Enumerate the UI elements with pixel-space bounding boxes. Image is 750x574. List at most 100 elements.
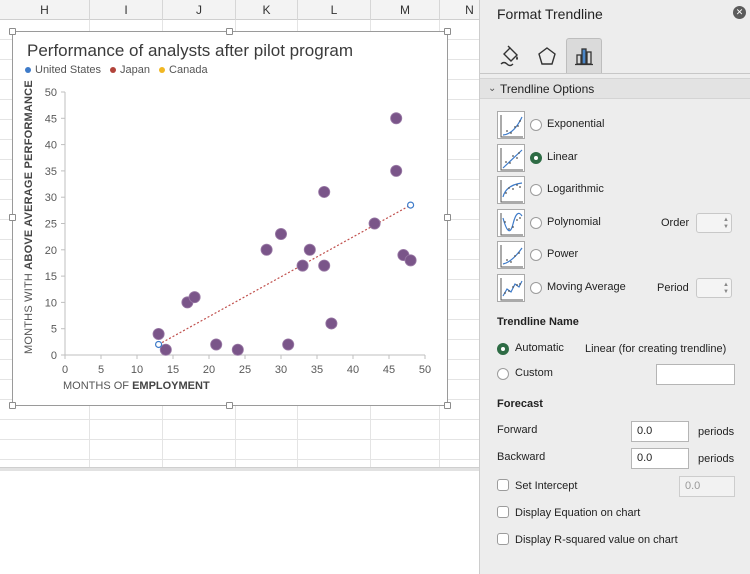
chart-title[interactable]: Performance of analysts after pilot prog… <box>27 41 353 60</box>
data-point <box>260 243 273 256</box>
pane-title: Format Trendline <box>497 6 603 22</box>
radio-moving-average[interactable] <box>530 282 542 294</box>
data-point <box>274 228 287 241</box>
data-point <box>404 254 417 267</box>
legend-marker <box>110 67 117 73</box>
automatic-label[interactable]: Automatic <box>515 342 564 354</box>
y-tick-label: 5 <box>51 324 57 336</box>
display-equation-checkbox[interactable] <box>497 506 509 518</box>
custom-name-input[interactable] <box>656 364 735 385</box>
chart-resize-handle[interactable] <box>9 28 16 35</box>
data-point <box>210 338 223 351</box>
y-axis-title[interactable]: MONTHS WITH ABOVE AVERAGE PERFORMANCE <box>23 80 35 354</box>
option-linear[interactable]: Linear <box>497 144 747 172</box>
stepper-up-icon: ▲ <box>723 217 729 223</box>
y-axis-title-bold: ABOVE AVERAGE PERFORMANCE <box>23 80 35 270</box>
set-intercept-label[interactable]: Set Intercept <box>515 480 578 492</box>
data-point <box>390 164 403 177</box>
chart-resize-handle[interactable] <box>9 402 16 409</box>
spreadsheet-area: H I J K L M N 0 5 10 15 20 25 30 35 40 45 50 0 5 10 15… <box>0 0 479 471</box>
data-point <box>282 338 295 351</box>
tab-trendline-options[interactable] <box>566 38 602 73</box>
radio-custom[interactable] <box>497 368 509 380</box>
trendline-options-section-header[interactable]: ⌄ Trendline Options <box>480 78 750 99</box>
x-axis-title[interactable]: MONTHS OF EMPLOYMENT <box>63 380 210 392</box>
y-tick-label: 40 <box>45 140 57 152</box>
option-power[interactable]: Power <box>497 241 747 269</box>
paint-bucket-icon <box>500 45 518 66</box>
y-tick-label: 30 <box>45 192 57 204</box>
option-exponential[interactable]: Exponential <box>497 111 747 139</box>
legend-label: Japan <box>120 64 151 76</box>
data-point <box>152 327 165 340</box>
close-pane-button[interactable]: ✕ <box>733 6 746 19</box>
column-header-m[interactable]: M <box>371 0 440 20</box>
tab-fill-line[interactable] <box>492 38 528 73</box>
column-header-n[interactable]: N <box>440 0 479 20</box>
option-logarithmic[interactable]: Logarithmic <box>497 176 747 204</box>
radio-logarithmic[interactable] <box>530 184 542 196</box>
polynomial-icon <box>497 209 525 237</box>
x-tick-label: 45 <box>383 364 395 376</box>
bar-chart-icon <box>575 48 593 66</box>
data-point <box>188 291 201 304</box>
radio-exponential[interactable] <box>530 119 542 131</box>
option-label: Exponential <box>547 118 605 130</box>
custom-label[interactable]: Custom <box>515 367 553 379</box>
chart-object[interactable]: 0 5 10 15 20 25 30 35 40 45 50 0 5 10 15 20 25 30 35 40 45 50… <box>12 31 448 406</box>
option-polynomial[interactable]: Polynomial Order ▲ ▼ <box>497 209 747 237</box>
radio-polynomial[interactable] <box>530 217 542 229</box>
column-header-h[interactable]: H <box>0 0 90 20</box>
x-tick-label: 25 <box>239 364 251 376</box>
display-rsquared-checkbox[interactable] <box>497 533 509 545</box>
legend-item-japan[interactable]: Japan <box>110 64 150 76</box>
x-tick-label: 15 <box>167 364 179 376</box>
backward-input[interactable]: 0.0 <box>631 448 689 469</box>
legend-label: Canada <box>169 64 208 76</box>
column-header-l[interactable]: L <box>298 0 371 20</box>
column-header-i[interactable]: I <box>90 0 163 20</box>
legend-item-united-states[interactable]: United States <box>25 64 101 76</box>
radio-linear[interactable] <box>530 152 542 164</box>
forward-periods-label: periods <box>698 426 735 438</box>
period-label: Period <box>657 282 689 294</box>
chart-resize-handle[interactable] <box>226 28 233 35</box>
automatic-name-value: Linear (for creating trendline) <box>585 343 727 355</box>
display-rsquared-label[interactable]: Display R-squared value on chart <box>515 534 678 546</box>
radio-automatic[interactable] <box>497 343 509 355</box>
chart-resize-handle[interactable] <box>444 402 451 409</box>
section-title: Trendline Options <box>500 82 595 96</box>
legend-marker <box>25 67 31 73</box>
data-point <box>325 317 338 330</box>
backward-label: Backward <box>497 451 546 463</box>
display-equation-label[interactable]: Display Equation on chart <box>515 507 641 519</box>
tab-effects[interactable] <box>529 38 565 73</box>
moving-average-icon <box>497 274 525 302</box>
y-tick-label: 25 <box>45 219 57 231</box>
period-stepper[interactable]: ▲ ▼ <box>696 278 732 298</box>
backward-periods-label: periods <box>698 453 735 465</box>
set-intercept-checkbox[interactable] <box>497 479 509 491</box>
legend-item-canada[interactable]: Canada <box>159 64 208 76</box>
scatter-plot[interactable]: 0 5 10 15 20 25 30 35 40 45 50 0 5 10 15 20 25 30 35 40 45 50 <box>13 32 449 407</box>
data-point <box>318 259 331 272</box>
radio-power[interactable] <box>530 249 542 261</box>
column-header-j[interactable]: J <box>163 0 236 20</box>
chart-legend[interactable]: United States Japan Canada <box>25 64 208 76</box>
chart-resize-handle[interactable] <box>444 214 451 221</box>
column-header-k[interactable]: K <box>236 0 298 20</box>
option-label: Logarithmic <box>547 183 604 195</box>
chevron-down-icon: ⌄ <box>488 83 497 94</box>
chart-resize-handle[interactable] <box>226 402 233 409</box>
x-tick-label: 10 <box>131 364 143 376</box>
chart-resize-handle[interactable] <box>444 28 451 35</box>
intercept-input[interactable]: 0.0 <box>679 476 735 497</box>
order-stepper[interactable]: ▲ ▼ <box>696 213 732 233</box>
forward-input[interactable]: 0.0 <box>631 421 689 442</box>
y-axis-title-prefix: MONTHS WITH <box>23 269 35 354</box>
y-tick-label: 0 <box>51 350 57 362</box>
trendline-name-heading: Trendline Name <box>497 316 579 328</box>
option-moving-average[interactable]: Moving Average Period ▲ ▼ <box>497 274 747 302</box>
chart-resize-handle[interactable] <box>9 214 16 221</box>
x-axis-title-bold: EMPLOYMENT <box>132 380 210 392</box>
